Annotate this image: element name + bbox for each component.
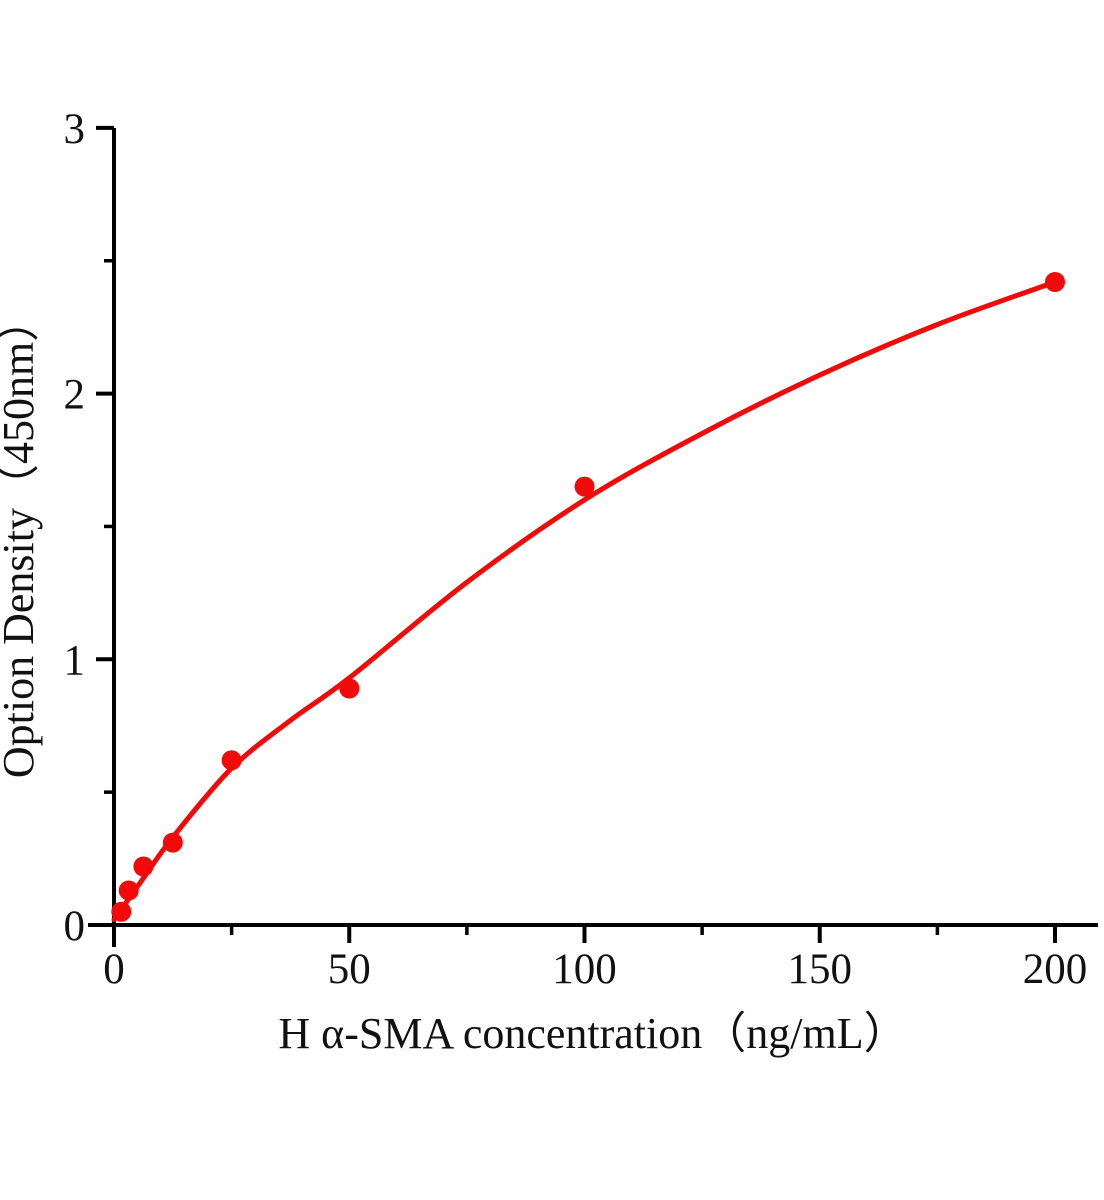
data-points bbox=[111, 272, 1065, 922]
axis-ticks bbox=[96, 125, 1057, 943]
data-point bbox=[111, 901, 132, 922]
x-tick-label: 50 bbox=[328, 946, 371, 993]
data-point bbox=[118, 880, 139, 901]
x-tick-label: 0 bbox=[103, 946, 125, 993]
data-point bbox=[221, 750, 242, 771]
data-point bbox=[162, 832, 183, 853]
y-axis-title: Option Density（450nm） bbox=[0, 298, 43, 778]
axes bbox=[88, 128, 1098, 947]
y-tick-label: 0 bbox=[64, 903, 86, 950]
axis-tick-labels: 0 50 100 150 200 0 1 2 3 bbox=[64, 106, 1088, 993]
data-point bbox=[574, 476, 595, 497]
y-tick-label: 3 bbox=[64, 106, 86, 153]
y-tick-label: 1 bbox=[64, 637, 86, 684]
y-tick-label: 2 bbox=[64, 372, 86, 419]
x-axis-title: H α-SMA concentration（ng/mL） bbox=[278, 1009, 907, 1058]
data-point bbox=[1045, 272, 1065, 292]
x-tick-label: 100 bbox=[552, 946, 617, 993]
trend-curve bbox=[111, 279, 1058, 923]
data-point bbox=[133, 856, 154, 877]
x-tick-label: 200 bbox=[1023, 946, 1088, 993]
x-tick-label: 150 bbox=[788, 946, 853, 993]
data-point bbox=[339, 678, 360, 699]
